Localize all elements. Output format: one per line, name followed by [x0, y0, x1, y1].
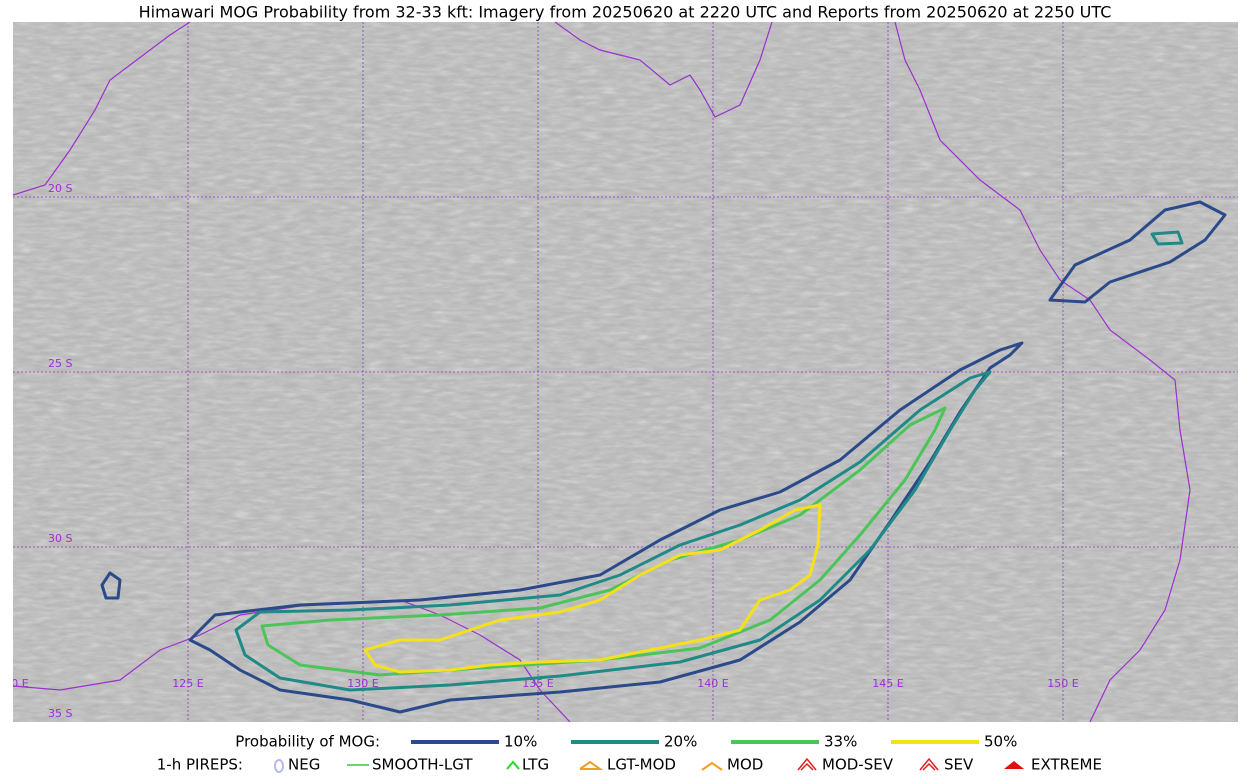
- legend-label: 20%: [664, 733, 697, 751]
- contour-50: [363, 503, 822, 674]
- legend-label: 50%: [984, 733, 1017, 751]
- contour-20: [1150, 230, 1184, 246]
- legend-label: SMOOTH-LGT: [372, 756, 473, 774]
- legend-title: Probability of MOG:: [235, 733, 380, 751]
- lon-label: 135 E: [522, 677, 553, 690]
- lon-label: 120 E: [0, 677, 29, 690]
- title: Himawari MOG Probability from 32-33 kft:…: [139, 3, 1112, 22]
- legend-label: MOD-SEV: [822, 756, 894, 774]
- lat-label: 35 S: [48, 707, 72, 720]
- contour-10: [1048, 200, 1227, 304]
- legend-icon: [797, 757, 817, 771]
- legend-label: LGT-MOD: [607, 756, 676, 774]
- lon-label: 125 E: [172, 677, 203, 690]
- map: 120 E 125 E 130 E 135 E 140 E 145 E 150 E 20 S 2…: [0, 22, 1238, 722]
- lat-label: 25 S: [48, 357, 72, 370]
- legend-icon: [579, 760, 604, 770]
- legend-icon: [274, 759, 284, 773]
- coastline: [894, 22, 1191, 722]
- legend-label: 33%: [824, 733, 857, 751]
- lon-label: 150 E: [1047, 677, 1078, 690]
- coastline: [554, 22, 773, 118]
- coastline: [13, 22, 191, 196]
- lon-label: 145 E: [872, 677, 903, 690]
- legend-label: MOD: [727, 756, 763, 774]
- legend-label: 10%: [504, 733, 537, 751]
- legend-label: NEG: [288, 756, 320, 774]
- lat-label: 30 S: [48, 532, 72, 545]
- legend-title: 1-h PIREPS:: [157, 756, 243, 774]
- legend-icon: [701, 761, 723, 771]
- legend-label: LTG: [522, 756, 549, 774]
- legend-icon: [1004, 761, 1024, 769]
- contours: [100, 200, 1227, 714]
- legend-label: SEV: [944, 756, 974, 774]
- legend-icon: [506, 760, 520, 770]
- contour-10: [100, 571, 122, 600]
- legend-icon: [919, 757, 939, 771]
- contour-10: [188, 341, 1024, 714]
- lat-label: 20 S: [48, 182, 72, 195]
- legend-label: EXTREME: [1031, 756, 1102, 774]
- lon-label: 140 E: [697, 677, 728, 690]
- contour-20: [234, 370, 992, 692]
- lon-label: 130 E: [347, 677, 378, 690]
